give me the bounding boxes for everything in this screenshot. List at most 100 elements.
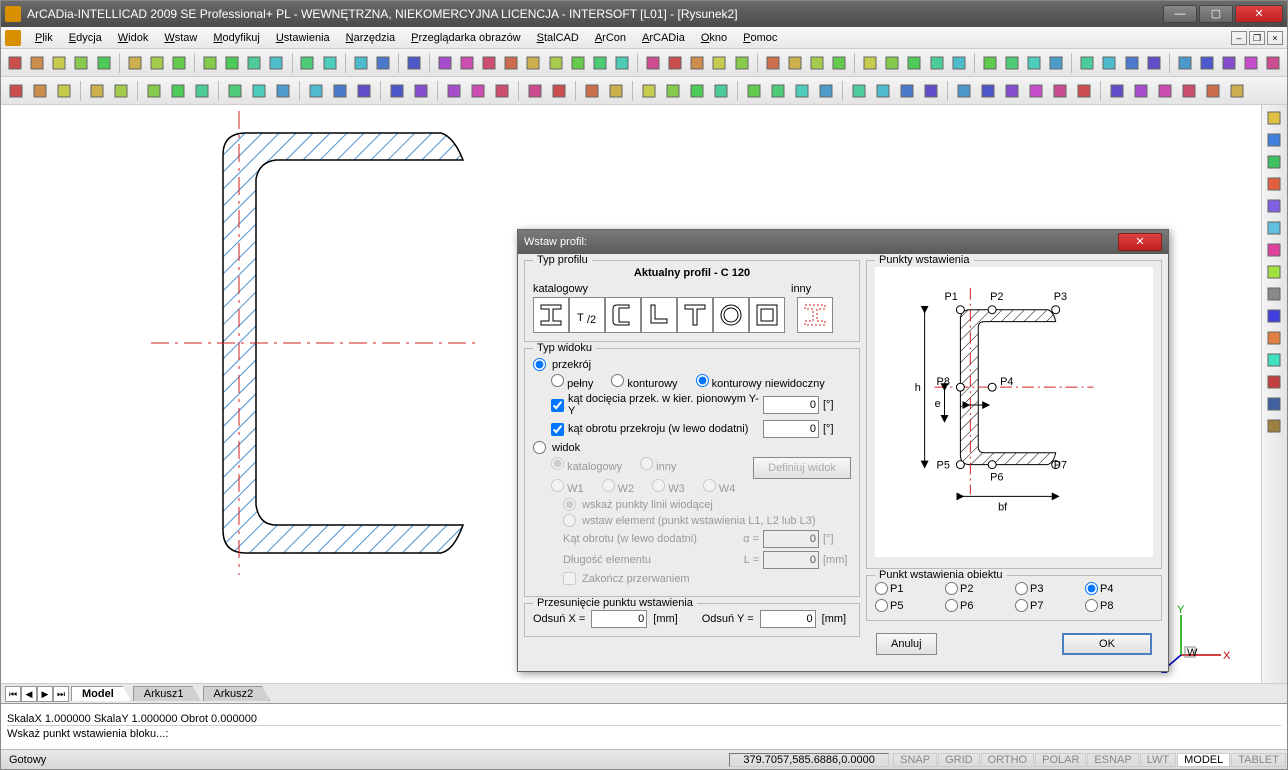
profile-o-button[interactable] [713, 297, 749, 333]
tool-button[interactable] [94, 52, 114, 74]
side-tool-button[interactable] [1265, 373, 1285, 393]
tool-button[interactable] [373, 52, 393, 74]
tool-button[interactable] [1046, 52, 1066, 74]
tool-button[interactable] [1197, 52, 1217, 74]
tool-button[interactable] [305, 80, 327, 102]
tool-button[interactable] [791, 80, 813, 102]
profile-l-button[interactable] [641, 297, 677, 333]
profile-t2-button[interactable]: T/2 [569, 297, 605, 333]
side-tool-button[interactable] [1265, 329, 1285, 349]
tool-button[interactable] [953, 80, 975, 102]
tool-button[interactable] [191, 80, 213, 102]
tool-button[interactable] [904, 52, 924, 74]
tool-button[interactable] [248, 80, 270, 102]
tool-button[interactable] [1077, 52, 1097, 74]
profile-t-button[interactable] [677, 297, 713, 333]
menu-pomoc[interactable]: Pomoc [735, 30, 785, 46]
tool-button[interactable] [86, 80, 108, 102]
tool-button[interactable] [524, 80, 546, 102]
tab-first[interactable]: ⏮ [5, 686, 21, 702]
tool-button[interactable] [686, 80, 708, 102]
tool-button[interactable] [167, 80, 189, 102]
tool-button[interactable] [435, 52, 455, 74]
tool-button[interactable] [605, 80, 627, 102]
tool-button[interactable] [732, 52, 752, 74]
tab-last[interactable]: ⏭ [53, 686, 69, 702]
tab-arkusz2[interactable]: Arkusz2 [203, 686, 271, 701]
profile-i-button[interactable] [533, 297, 569, 333]
tool-button[interactable] [548, 80, 570, 102]
tool-button[interactable] [5, 52, 25, 74]
tool-button[interactable] [546, 52, 566, 74]
minimize-button[interactable]: — [1163, 5, 1197, 23]
tool-button[interactable] [353, 80, 375, 102]
maximize-button[interactable]: ▢ [1199, 5, 1233, 23]
tool-button[interactable] [320, 52, 340, 74]
tool-button[interactable] [1202, 80, 1224, 102]
point-1-radio[interactable]: P1 [875, 582, 943, 595]
status-toggle-esnap[interactable]: ESNAP [1087, 753, 1138, 767]
tool-button[interactable] [147, 52, 167, 74]
close-button[interactable]: ✕ [1235, 5, 1283, 23]
side-tool-button[interactable] [1265, 417, 1285, 437]
tool-button[interactable] [29, 80, 51, 102]
tool-button[interactable] [5, 80, 27, 102]
tool-button[interactable] [404, 52, 424, 74]
side-tool-button[interactable] [1265, 109, 1285, 129]
tool-button[interactable] [612, 52, 632, 74]
tool-button[interactable] [1178, 80, 1200, 102]
tool-button[interactable] [1175, 52, 1195, 74]
tool-button[interactable] [1130, 80, 1152, 102]
tool-button[interactable] [1263, 52, 1283, 74]
offset-y-input[interactable] [760, 610, 816, 628]
point-2-radio[interactable]: P2 [945, 582, 1013, 595]
side-tool-button[interactable] [1265, 197, 1285, 217]
mdi-restore[interactable]: ❐ [1249, 31, 1265, 45]
menu-arcon[interactable]: ArCon [587, 30, 634, 46]
menu-stalcad[interactable]: StalCAD [529, 30, 587, 46]
status-toggle-snap[interactable]: SNAP [893, 753, 937, 767]
offset-x-input[interactable] [591, 610, 647, 628]
tool-button[interactable] [638, 80, 660, 102]
tool-button[interactable] [1025, 80, 1047, 102]
tool-button[interactable] [710, 80, 732, 102]
tool-button[interactable] [1226, 80, 1248, 102]
tool-button[interactable] [200, 52, 220, 74]
section-radio[interactable] [533, 358, 546, 371]
tool-button[interactable] [27, 52, 47, 74]
cut-angle-input[interactable] [763, 396, 819, 414]
tool-button[interactable] [709, 52, 729, 74]
menu-ustawienia[interactable]: Ustawienia [268, 30, 338, 46]
tool-button[interactable] [351, 52, 371, 74]
point-7-radio[interactable]: P7 [1015, 599, 1083, 612]
tool-button[interactable] [244, 52, 264, 74]
point-3-radio[interactable]: P3 [1015, 582, 1083, 595]
menu-modyfikuj[interactable]: Modyfikuj [205, 30, 267, 46]
tool-button[interactable] [491, 80, 513, 102]
tool-button[interactable] [785, 52, 805, 74]
tool-button[interactable] [1106, 80, 1128, 102]
tool-button[interactable] [815, 80, 837, 102]
tool-button[interactable] [1002, 52, 1022, 74]
tool-button[interactable] [829, 52, 849, 74]
menu-wstaw[interactable]: Wstaw [156, 30, 205, 46]
tool-button[interactable] [1073, 80, 1095, 102]
tool-button[interactable] [410, 80, 432, 102]
tool-button[interactable] [927, 52, 947, 74]
status-toggle-grid[interactable]: GRID [938, 753, 980, 767]
mdi-minimize[interactable]: – [1231, 31, 1247, 45]
tool-button[interactable] [882, 52, 902, 74]
tool-button[interactable] [581, 80, 603, 102]
status-toggle-tablet[interactable]: TABLET [1231, 753, 1286, 767]
point-6-radio[interactable]: P6 [945, 599, 1013, 612]
rot-angle-input[interactable] [763, 420, 819, 438]
tool-button[interactable] [662, 80, 684, 102]
view-radio[interactable] [533, 441, 546, 454]
tool-button[interactable] [272, 80, 294, 102]
point-8-radio[interactable]: P8 [1085, 599, 1153, 612]
ok-button[interactable]: OK [1062, 633, 1152, 655]
tool-button[interactable] [848, 80, 870, 102]
tool-button[interactable] [169, 52, 189, 74]
tool-button[interactable] [872, 80, 894, 102]
tool-button[interactable] [896, 80, 918, 102]
